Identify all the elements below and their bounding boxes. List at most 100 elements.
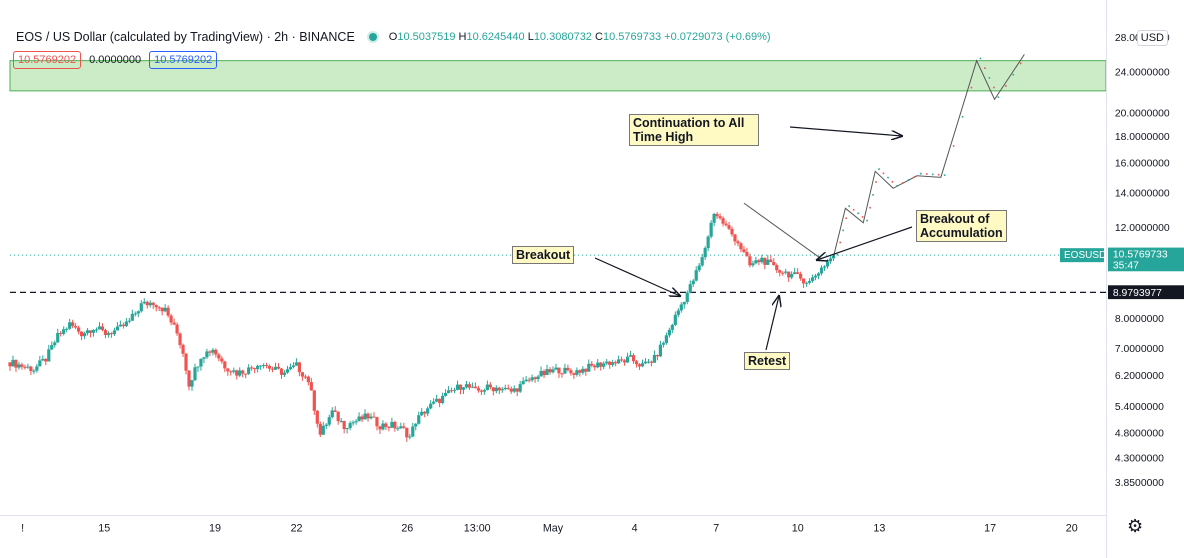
candle	[506, 384, 510, 390]
candle	[709, 220, 713, 239]
price-chart[interactable]	[0, 0, 1106, 515]
projection-dots	[836, 57, 1022, 256]
candle	[378, 426, 382, 434]
candle	[115, 322, 120, 331]
candle	[223, 360, 227, 373]
candle	[270, 366, 275, 373]
candle	[697, 262, 701, 273]
candle	[402, 422, 406, 429]
candle	[727, 221, 731, 231]
candle	[658, 340, 663, 357]
annotation-breakout-accumulation[interactable]: Breakout of Accumulation	[916, 210, 1007, 242]
candle	[56, 328, 60, 343]
candle	[804, 281, 809, 287]
candle	[617, 355, 621, 364]
time-axis[interactable]: ! 15 19 22 26 13:00 May 4 7 10 13 17 20	[0, 515, 1106, 558]
annotation-retest[interactable]: Retest	[744, 352, 791, 370]
price-tick-label: 8.0000000	[1115, 314, 1164, 325]
candle	[488, 382, 492, 390]
candle	[29, 365, 33, 375]
candle	[593, 364, 597, 371]
candle	[822, 265, 827, 271]
price-tick-label: 4.3000000	[1115, 453, 1164, 464]
symbol-title[interactable]: EOS / US Dollar (calculated by TradingVi…	[16, 30, 355, 44]
candle	[306, 375, 310, 386]
candle	[351, 420, 355, 426]
candle	[554, 363, 558, 371]
candle	[736, 239, 740, 247]
candle	[521, 377, 525, 385]
annotation-continuation[interactable]: Continuation to All Time High	[629, 114, 759, 146]
projection-dot	[866, 219, 868, 222]
candle	[724, 220, 728, 227]
projection-dot	[984, 67, 986, 69]
candle	[494, 385, 498, 394]
candle	[625, 352, 630, 363]
buy-pill[interactable]: 10.5769202	[149, 51, 218, 69]
candle	[259, 365, 263, 370]
candle	[196, 366, 200, 372]
candle	[614, 360, 618, 367]
candle	[324, 423, 328, 429]
breakout-arrow	[594, 257, 680, 296]
candle	[778, 269, 782, 277]
candle	[408, 433, 412, 440]
candle	[366, 412, 370, 422]
open-value: 10.5037519	[397, 31, 456, 43]
projection-dot	[1005, 85, 1007, 87]
candle	[291, 362, 296, 369]
spread-value: 0.0000000	[89, 54, 142, 66]
candle	[279, 367, 284, 379]
candle	[816, 272, 821, 280]
candle	[339, 418, 343, 423]
candle	[784, 268, 788, 275]
candle	[285, 365, 290, 374]
close-value: 10.5769733	[602, 31, 662, 43]
candle	[810, 274, 815, 283]
change-value: +0.0729073 (+0.69%)	[664, 31, 771, 43]
candle	[184, 352, 188, 375]
candle	[273, 362, 278, 371]
candle	[530, 374, 534, 382]
candle	[661, 341, 665, 348]
currency-button[interactable]: USD	[1136, 30, 1168, 46]
candle	[32, 369, 36, 375]
candle	[599, 361, 603, 371]
candle	[303, 374, 307, 380]
candle	[524, 376, 528, 383]
candle	[288, 363, 293, 371]
candle	[14, 359, 18, 372]
time-tick-label: 19	[209, 523, 221, 535]
price-tick-label: 24.0000000	[1115, 68, 1170, 79]
candle	[819, 265, 824, 276]
candle	[799, 271, 803, 281]
price-axis[interactable]: 28.000000024.000000020.000000018.0000000…	[1106, 0, 1184, 558]
candles	[8, 212, 836, 442]
candle	[712, 212, 716, 227]
candle	[584, 368, 588, 376]
candle	[578, 369, 582, 377]
candle	[85, 328, 90, 336]
candle	[133, 311, 137, 317]
candle	[748, 253, 752, 268]
candle	[566, 364, 570, 372]
candle	[333, 406, 337, 413]
candle	[796, 268, 800, 275]
candle	[787, 271, 791, 282]
candle	[369, 413, 373, 420]
candle	[754, 256, 758, 265]
sell-pill[interactable]: 10.5769202	[13, 51, 82, 69]
annotation-breakout[interactable]: Breakout	[512, 246, 575, 264]
candle	[527, 377, 531, 383]
candle	[154, 304, 158, 312]
candle	[178, 332, 182, 349]
projection-dot	[848, 205, 850, 207]
candle	[470, 382, 475, 389]
candle	[205, 348, 209, 360]
candle	[611, 359, 615, 368]
projection-dot	[931, 173, 934, 176]
candle	[581, 366, 585, 375]
candle	[721, 216, 725, 227]
settings-gear-icon[interactable]: ⚙	[1127, 516, 1144, 536]
candle	[217, 352, 221, 362]
